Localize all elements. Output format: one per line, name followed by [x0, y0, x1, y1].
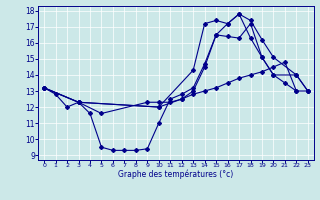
X-axis label: Graphe des températures (°c): Graphe des températures (°c) [118, 170, 234, 179]
